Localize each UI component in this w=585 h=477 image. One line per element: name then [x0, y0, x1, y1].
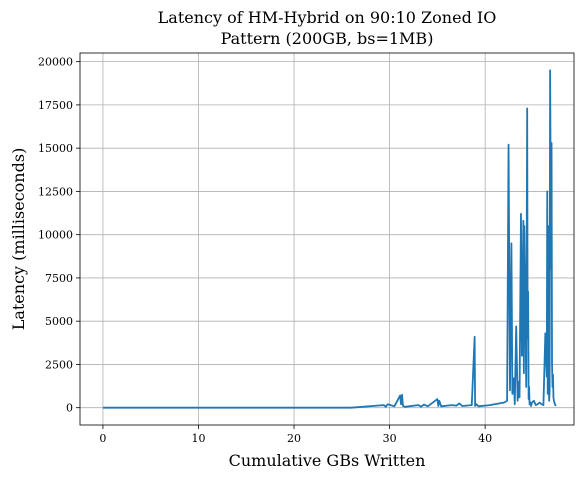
y-tick-label: 10000: [38, 229, 73, 242]
x-tick-label: 10: [191, 432, 205, 445]
x-axis-ticks: 0 10 20 30 40: [99, 425, 492, 445]
y-tick-label: 15000: [38, 142, 73, 155]
x-tick-label: 20: [287, 432, 301, 445]
x-tick-label: 30: [383, 432, 397, 445]
x-tick-label: 0: [99, 432, 106, 445]
y-axis-label: Latency (milliseconds): [9, 148, 28, 331]
y-grid: [80, 61, 574, 409]
y-tick-label: 0: [66, 402, 73, 415]
x-tick-label: 40: [478, 432, 492, 445]
chart-title-line-1: Latency of HM-Hybrid on 90:10 Zoned IO: [158, 8, 497, 27]
y-tick-label: 5000: [45, 315, 73, 328]
y-tick-label: 20000: [38, 56, 73, 69]
y-tick-label: 7500: [45, 272, 73, 285]
x-axis-label: Cumulative GBs Written: [229, 451, 426, 470]
y-tick-label: 2500: [45, 358, 73, 371]
chart-title-line-2: Pattern (200GB, bs=1MB): [221, 29, 434, 48]
plot-frame: [79, 52, 575, 426]
latency-series-line: [102, 69, 557, 409]
x-grid: [102, 53, 486, 425]
y-tick-label: 17500: [38, 99, 73, 112]
y-axis-ticks: 0 2500 5000 7500 10000 12500 15000 17500 20000: [38, 56, 80, 415]
y-tick-label: 12500: [38, 185, 73, 198]
